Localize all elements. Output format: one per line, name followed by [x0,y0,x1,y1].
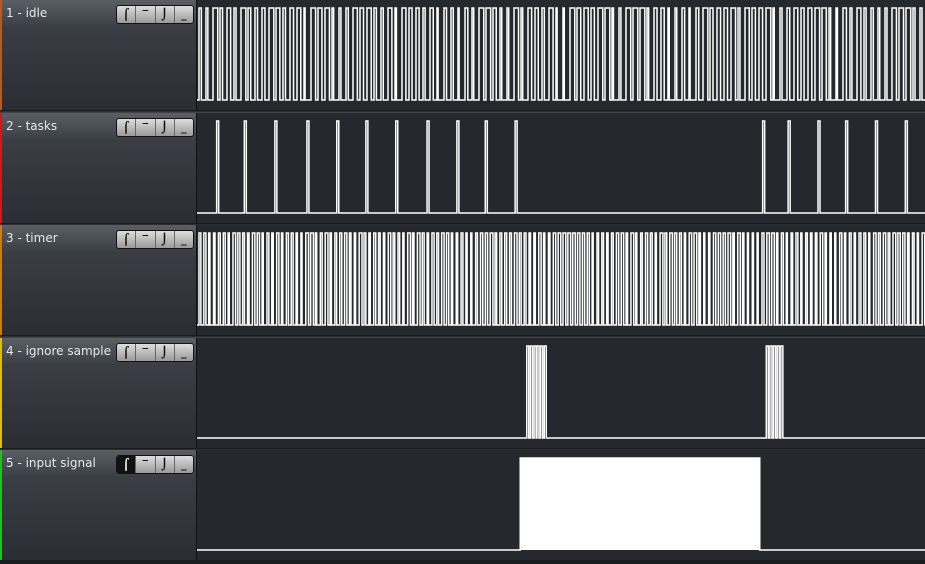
trigger-buttons: ⌠ ‾ ⌡ _ [116,455,194,474]
trigger-falling-button[interactable]: ⌡ [156,231,175,248]
trigger-low-button[interactable]: _ [175,119,193,136]
rising-edge-icon: ⌠ [122,345,130,359]
falling-edge-icon: ⌡ [161,233,168,246]
trigger-falling-button[interactable]: ⌡ [156,118,175,136]
waveform-area[interactable] [197,337,925,448]
channel-row: 2 - tasks ⌠ ‾ ⌡ _ [0,112,925,223]
channel-row: 5 - input signal ⌠ ‾ ⌡ _ [0,450,925,560]
trigger-buttons: ⌠ ‾ ⌡ _ [116,230,194,249]
trigger-falling-button[interactable]: ⌡ [156,343,175,361]
channel-color-strip [0,0,2,110]
trigger-high-button[interactable]: ‾ [136,118,156,136]
trigger-low-button[interactable]: _ [175,344,193,361]
high-level-icon: ‾ [142,120,149,134]
low-level-icon: _ [181,345,187,359]
channel-label-panel[interactable]: 4 - ignore sample ⌠ ‾ ⌡ _ [0,337,197,448]
trigger-buttons: ⌠ ‾ ⌡ _ [116,5,194,24]
row-separator[interactable] [0,335,925,338]
channel-color-strip [0,112,2,223]
waveform [197,232,925,326]
channel-name: 1 - idle [6,6,48,20]
rising-edge-icon: ⌠ [122,120,130,134]
trigger-high-button[interactable]: ‾ [136,231,156,248]
trigger-low-button[interactable]: _ [175,6,193,23]
row-separator[interactable] [0,447,925,451]
low-level-icon: _ [181,233,187,246]
channel-label-panel[interactable]: 2 - tasks ⌠ ‾ ⌡ _ [0,112,197,223]
rising-edge-icon: ⌠ [122,233,130,246]
rising-edge-icon: ⌠ [122,8,130,21]
waveform [197,7,925,101]
waveform-area[interactable] [197,450,925,560]
channel-name: 3 - timer [6,231,58,245]
channel-color-strip [0,337,2,448]
channel-name: 5 - input signal [6,456,96,470]
low-level-icon: _ [181,458,187,471]
trigger-rising-button[interactable]: ⌠ [117,343,137,361]
low-level-icon: _ [181,120,187,134]
row-separator[interactable] [0,222,925,226]
waveform [197,457,925,551]
channel-label-panel[interactable]: 5 - input signal ⌠ ‾ ⌡ _ [0,450,197,560]
trigger-low-button[interactable]: _ [175,231,193,248]
channel-color-strip [0,225,2,335]
trigger-high-button[interactable]: ‾ [136,343,156,361]
falling-edge-icon: ⌡ [161,8,168,21]
high-level-icon: ‾ [142,345,149,359]
trigger-rising-button[interactable]: ⌠ [117,6,137,23]
row-separator[interactable] [0,110,925,113]
signal-trace [197,232,925,326]
channel-name: 2 - tasks [6,118,58,133]
channel-row: 1 - idle ⌠ ‾ ⌡ _ [0,0,925,110]
trigger-low-button[interactable]: _ [175,456,193,473]
falling-edge-icon: ⌡ [161,120,168,134]
signal-trace [197,7,925,101]
waveform-area[interactable] [197,0,925,110]
low-level-icon: _ [181,8,187,21]
trigger-high-button[interactable]: ‾ [136,456,156,473]
signal-trace [197,119,925,214]
falling-edge-icon: ⌡ [161,345,168,359]
trigger-rising-button[interactable]: ⌠ [117,231,137,248]
high-level-region [520,458,760,550]
channel-label-panel[interactable]: 3 - timer ⌠ ‾ ⌡ _ [0,225,197,335]
channel-name: 4 - ignore sample [6,343,111,358]
falling-edge-icon: ⌡ [161,458,168,471]
channel-row: 4 - ignore sample ⌠ ‾ ⌡ _ [0,337,925,448]
trigger-falling-button[interactable]: ⌡ [156,456,175,473]
channel-row: 3 - timer ⌠ ‾ ⌡ _ [0,225,925,335]
waveform [197,119,925,214]
high-level-icon: ‾ [142,458,149,471]
trigger-buttons: ⌠ ‾ ⌡ _ [116,117,194,137]
waveform-area[interactable] [197,112,925,223]
signal-trace [197,344,925,439]
rising-edge-icon: ⌠ [122,458,130,471]
channel-color-strip [0,450,2,560]
waveform [197,344,925,439]
trigger-rising-button[interactable]: ⌠ [117,118,137,136]
trigger-rising-button[interactable]: ⌠ [117,456,137,473]
trigger-high-button[interactable]: ‾ [136,6,156,23]
channel-label-panel[interactable]: 1 - idle ⌠ ‾ ⌡ _ [0,0,197,110]
trigger-buttons: ⌠ ‾ ⌡ _ [116,342,194,362]
high-level-icon: ‾ [142,8,149,21]
waveform-area[interactable] [197,225,925,335]
trigger-falling-button[interactable]: ⌡ [156,6,175,23]
high-level-icon: ‾ [142,233,149,246]
